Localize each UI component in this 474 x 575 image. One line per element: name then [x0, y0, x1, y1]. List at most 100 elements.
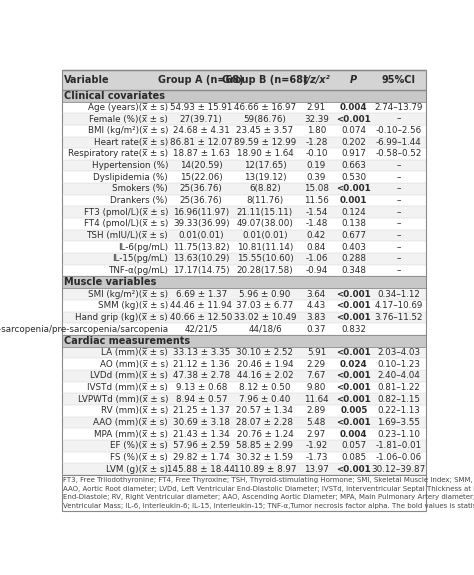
Text: <0.001: <0.001 [337, 395, 371, 404]
Text: 4.17–10.69: 4.17–10.69 [374, 301, 423, 310]
Text: -0.10: -0.10 [305, 150, 328, 159]
Text: 0.005: 0.005 [340, 407, 367, 415]
Text: 89.59 ± 12.99: 89.59 ± 12.99 [234, 138, 296, 147]
Bar [62, 312, 426, 323]
Text: 21.12 ± 1.36: 21.12 ± 1.36 [173, 360, 229, 369]
Bar [62, 90, 426, 102]
Text: 0.39: 0.39 [307, 173, 326, 182]
Text: 20.28(17.58): 20.28(17.58) [237, 266, 293, 275]
Text: AAO (mm)(x̅ ± s): AAO (mm)(x̅ ± s) [93, 418, 168, 427]
Text: 5.96 ± 0.90: 5.96 ± 0.90 [239, 290, 291, 298]
Text: 6.69 ± 1.37: 6.69 ± 1.37 [176, 290, 227, 298]
Text: 0.124: 0.124 [341, 208, 366, 217]
Text: -0.10–2.56: -0.10–2.56 [376, 126, 422, 135]
Text: 39.33(36.99): 39.33(36.99) [173, 220, 229, 228]
Text: 7.67: 7.67 [307, 371, 326, 381]
Text: <0.001: <0.001 [337, 185, 371, 193]
Text: 25(36.76): 25(36.76) [180, 185, 223, 193]
Bar [62, 440, 426, 452]
Text: 0.19: 0.19 [307, 161, 326, 170]
Text: 47.38 ± 2.78: 47.38 ± 2.78 [173, 371, 230, 381]
Bar [62, 183, 426, 195]
Text: 2.29: 2.29 [307, 360, 326, 369]
Text: 0.202: 0.202 [341, 138, 366, 147]
Text: 1.69–3.55: 1.69–3.55 [377, 418, 420, 427]
Bar [62, 393, 426, 405]
Text: SMM (kg)(x̅ ± s): SMM (kg)(x̅ ± s) [98, 301, 168, 310]
Text: 11.64: 11.64 [304, 395, 328, 404]
Text: 2.40–4.04: 2.40–4.04 [377, 371, 420, 381]
Text: –: – [397, 266, 401, 275]
Text: 44.46 ± 11.94: 44.46 ± 11.94 [170, 301, 232, 310]
Text: LVM (g)(x̅ ± s): LVM (g)(x̅ ± s) [106, 465, 168, 474]
Bar [62, 382, 426, 393]
Text: 0.004: 0.004 [340, 430, 368, 439]
Text: 0.42: 0.42 [307, 231, 326, 240]
Text: LA (mm)(x̅ ± s): LA (mm)(x̅ ± s) [101, 348, 168, 357]
Text: 59(86.76): 59(86.76) [244, 114, 286, 124]
Text: TNF-α(pg/mL): TNF-α(pg/mL) [108, 266, 168, 275]
Bar [62, 417, 426, 428]
Text: –: – [397, 173, 401, 182]
Text: 0.832: 0.832 [341, 324, 366, 333]
Text: 33.02 ± 10.49: 33.02 ± 10.49 [234, 313, 296, 322]
Text: 40.66 ± 12.50: 40.66 ± 12.50 [170, 313, 232, 322]
Text: 0.01(0.01): 0.01(0.01) [242, 231, 288, 240]
Text: 0.085: 0.085 [341, 453, 366, 462]
Text: 0.024: 0.024 [340, 360, 368, 369]
Text: EF (%)(x̅ ± s): EF (%)(x̅ ± s) [110, 442, 168, 450]
Text: 0.10–1.23: 0.10–1.23 [377, 360, 420, 369]
Text: 0.34–1.12: 0.34–1.12 [377, 290, 420, 298]
Text: FT3 (pmol/L)(x̅ ± s): FT3 (pmol/L)(x̅ ± s) [83, 208, 168, 217]
Bar [62, 230, 426, 241]
Text: <0.001: <0.001 [337, 301, 371, 310]
Text: –: – [397, 161, 401, 170]
Text: Group B (n=68): Group B (n=68) [222, 75, 308, 85]
Text: RV (mm)(x̅ ± s): RV (mm)(x̅ ± s) [100, 407, 168, 415]
Text: Cardiac measurements: Cardiac measurements [64, 336, 190, 346]
Text: 0.074: 0.074 [341, 126, 366, 135]
Text: –: – [397, 208, 401, 217]
Text: 2.97: 2.97 [307, 430, 326, 439]
Text: 0.01(0.01): 0.01(0.01) [179, 231, 224, 240]
Text: FT4 (pmol/L)(x̅ ± s): FT4 (pmol/L)(x̅ ± s) [83, 220, 168, 228]
Bar [62, 70, 426, 90]
Text: 8.12 ± 0.50: 8.12 ± 0.50 [239, 383, 291, 392]
Text: 0.530: 0.530 [341, 173, 366, 182]
Text: 0.84: 0.84 [307, 243, 326, 252]
Text: No-sarcopenia/pre-sarcopenia/sarcopenia: No-sarcopenia/pre-sarcopenia/sarcopenia [0, 324, 168, 333]
Text: <0.001: <0.001 [337, 465, 371, 474]
Text: 7.96 ± 0.40: 7.96 ± 0.40 [239, 395, 291, 404]
Bar [62, 335, 426, 347]
Text: –: – [397, 254, 401, 263]
Text: 3.76–11.52: 3.76–11.52 [374, 313, 423, 322]
Text: -6.99–1.44: -6.99–1.44 [376, 138, 422, 147]
Text: FT3, Free Triiodothyronine; FT4, Free Thyroxine; TSH, Thyroid-stimulating Hormon: FT3, Free Triiodothyronine; FT4, Free Th… [64, 477, 474, 509]
Bar [62, 347, 426, 358]
Text: 30.32 ± 1.59: 30.32 ± 1.59 [237, 453, 293, 462]
Text: 32.39: 32.39 [304, 114, 329, 124]
Text: –: – [397, 220, 401, 228]
Text: –: – [397, 243, 401, 252]
Bar [62, 253, 426, 264]
Bar [62, 242, 426, 253]
Text: 29.82 ± 1.74: 29.82 ± 1.74 [173, 453, 230, 462]
Bar [62, 452, 426, 463]
Text: 46.66 ± 16.97: 46.66 ± 16.97 [234, 103, 296, 112]
Text: 145.88 ± 18.44: 145.88 ± 18.44 [167, 465, 235, 474]
Text: 18.87 ± 1.63: 18.87 ± 1.63 [173, 150, 230, 159]
Text: 17.17(14.75): 17.17(14.75) [173, 266, 229, 275]
Text: t/z/x²: t/z/x² [302, 75, 330, 85]
Text: Drankers (%): Drankers (%) [110, 196, 168, 205]
Text: 18.90 ± 1.64: 18.90 ± 1.64 [237, 150, 293, 159]
Text: 15.55(10.60): 15.55(10.60) [237, 254, 293, 263]
Text: 11.56: 11.56 [304, 196, 329, 205]
Text: 21.11(15.11): 21.11(15.11) [237, 208, 293, 217]
Text: –: – [397, 196, 401, 205]
Text: -1.92: -1.92 [305, 442, 328, 450]
Text: 8.94 ± 0.57: 8.94 ± 0.57 [175, 395, 227, 404]
Text: IL-15(pg/mL): IL-15(pg/mL) [112, 254, 168, 263]
Text: 16.96(11.97): 16.96(11.97) [173, 208, 229, 217]
Text: <0.001: <0.001 [337, 290, 371, 298]
Text: 86.81 ± 12.07: 86.81 ± 12.07 [170, 138, 233, 147]
